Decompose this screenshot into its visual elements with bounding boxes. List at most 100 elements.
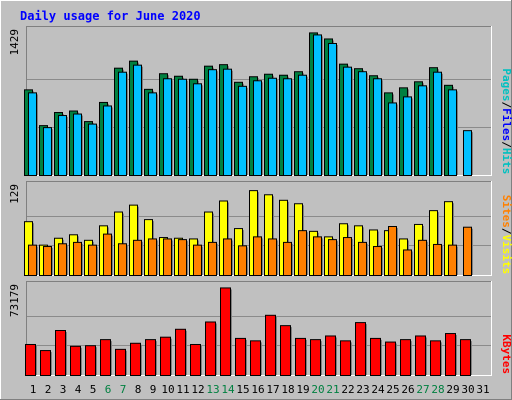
bar xyxy=(283,78,292,176)
bar xyxy=(103,105,112,176)
bar xyxy=(415,335,426,376)
bar xyxy=(100,339,111,377)
legend-entry: Hits xyxy=(500,148,512,175)
panel-visits-sites: 129 Sites/Visits xyxy=(8,181,512,277)
x-tick-label: 13 xyxy=(206,383,219,396)
bar xyxy=(460,339,471,377)
bar xyxy=(373,78,382,176)
bar xyxy=(343,237,352,276)
bar xyxy=(163,78,172,176)
bar xyxy=(370,337,381,377)
x-tick-label: 6 xyxy=(105,383,112,396)
x-tick-label: 9 xyxy=(150,383,157,396)
legend-entry: Files xyxy=(500,108,512,141)
bar xyxy=(73,241,82,277)
legend-entry: Visits xyxy=(500,235,512,275)
bar xyxy=(403,96,412,176)
bar xyxy=(268,238,277,277)
bar xyxy=(400,339,411,377)
x-tick-label: 30 xyxy=(461,383,474,396)
bar xyxy=(250,340,261,376)
y-max-label: 1429 xyxy=(8,29,21,56)
bar xyxy=(295,337,306,377)
bar xyxy=(280,325,291,376)
x-tick-label: 1 xyxy=(30,383,37,396)
bar xyxy=(88,244,97,277)
bar xyxy=(190,343,201,376)
bar xyxy=(298,74,307,176)
bar xyxy=(358,241,367,277)
bar xyxy=(463,226,472,277)
bar xyxy=(238,245,247,276)
bar xyxy=(340,340,351,376)
bar xyxy=(193,83,202,176)
bar xyxy=(148,238,157,277)
bar xyxy=(388,102,397,176)
legend-entry: / xyxy=(500,228,512,235)
bar xyxy=(220,287,231,377)
x-tick-label: 8 xyxy=(135,383,142,396)
bar xyxy=(253,236,262,276)
y-max-label: 73179 xyxy=(8,284,21,317)
bar xyxy=(205,321,216,376)
bar xyxy=(223,238,232,277)
bar xyxy=(55,330,66,377)
chart-title: Daily usage for June 2020 xyxy=(20,9,201,23)
bar xyxy=(328,42,337,176)
bar xyxy=(118,71,127,176)
bar xyxy=(433,71,442,176)
bar xyxy=(28,244,37,277)
legend-entry: Sites xyxy=(500,195,512,228)
legend-entry: Pages xyxy=(500,68,512,101)
bar xyxy=(238,85,247,176)
x-tick-label: 25 xyxy=(386,383,399,396)
x-tick-label: 26 xyxy=(401,383,414,396)
bar xyxy=(133,239,142,276)
chart-panels: 1429Pages/Files/Hits129Sites/Visits73179… xyxy=(8,26,512,377)
bar xyxy=(25,343,36,376)
x-tick-label: 15 xyxy=(236,383,249,396)
bar xyxy=(178,78,187,176)
x-tick-label: 23 xyxy=(356,383,369,396)
x-tick-label: 10 xyxy=(161,383,174,396)
bar xyxy=(178,239,187,276)
legend-entry: / xyxy=(500,141,512,148)
bar xyxy=(358,71,367,176)
x-axis-labels: 1 2 3 4 5 6 7 8 9 10 11 12 13 14 15 16 17 18 19 20 21 22 23 24 2… xyxy=(30,383,490,396)
series-sites xyxy=(28,226,473,277)
x-tick-label: 29 xyxy=(446,383,459,396)
bar xyxy=(58,243,67,276)
bar xyxy=(103,233,112,276)
bar xyxy=(445,333,456,376)
bar xyxy=(85,345,96,376)
bar xyxy=(283,241,292,277)
bar xyxy=(133,64,142,176)
bar xyxy=(160,336,171,376)
bar xyxy=(388,226,397,276)
bar xyxy=(325,335,336,376)
x-tick-label: 5 xyxy=(90,383,97,396)
legend-entry: KBytes xyxy=(500,334,512,374)
x-tick-label: 17 xyxy=(266,383,279,396)
bar xyxy=(148,92,157,176)
bar xyxy=(403,249,412,277)
bar xyxy=(40,350,51,377)
legend: Pages/Files/Hits xyxy=(500,68,512,174)
x-tick-label: 28 xyxy=(431,383,444,396)
bar xyxy=(58,115,67,176)
bar xyxy=(373,246,382,276)
x-tick-label: 31 xyxy=(476,383,489,396)
bar xyxy=(115,348,126,376)
bar xyxy=(43,127,52,176)
bar xyxy=(418,85,427,176)
bar xyxy=(73,113,82,176)
x-tick-label: 22 xyxy=(341,383,354,396)
bar xyxy=(253,80,262,176)
bar xyxy=(343,66,352,176)
bar xyxy=(448,244,457,277)
bar xyxy=(208,241,217,277)
bar xyxy=(175,328,186,376)
bar xyxy=(430,340,441,376)
legend: Sites/Visits xyxy=(500,195,512,274)
x-tick-label: 4 xyxy=(75,383,82,396)
